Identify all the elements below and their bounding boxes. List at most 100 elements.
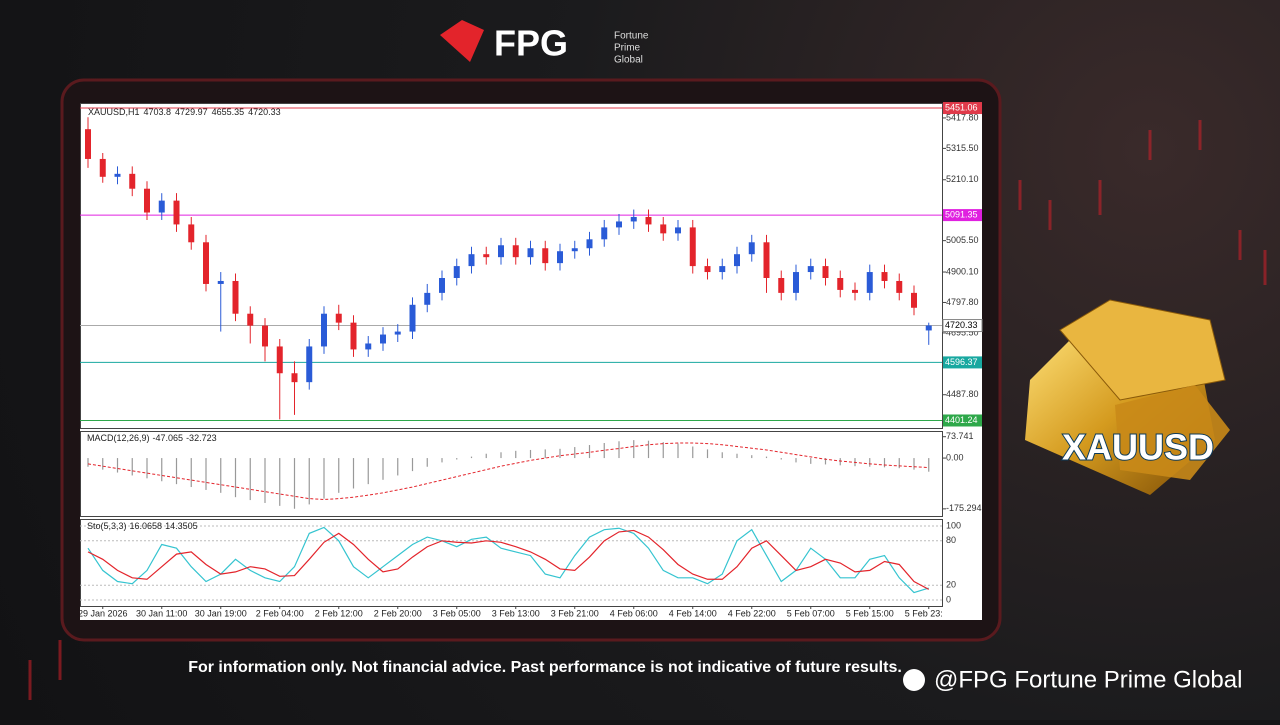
candle-body [675,227,681,234]
candle-body [601,227,608,240]
x-tick-label: 29 Jan 2026 [78,608,128,618]
facebook-icon [903,669,925,691]
candle-body [778,278,785,293]
x-tick-label: 4 Feb 14:00 [669,608,717,618]
level-tag [943,102,982,115]
header-value: -47.065 [153,433,184,443]
candle-body [837,278,844,290]
logo: FPG Fortune Prime Global [440,20,649,66]
x-tick-label: 3 Feb 21:00 [551,608,599,618]
stoch-line [87,526,929,594]
candle-body [203,242,209,284]
candle-body [276,346,283,374]
logo-tagline: Prime [614,43,641,54]
candle-body [793,272,799,293]
candle-body [232,280,239,314]
social-handle: @FPG Fortune Prime Global [934,666,1242,693]
y-tick-label: 5417.80 [946,112,979,122]
candle-body [380,334,386,344]
candle-body [468,254,475,267]
logo-tagline: Global [614,55,643,66]
y-tick-label: 0.00 [946,452,964,462]
x-tick-label: 5 Feb 07:00 [787,608,835,618]
macd-header: MACD(12,26,9) -47.065 -32.723 [87,433,217,443]
current-price-tag [942,319,983,333]
candle-body [822,266,829,278]
candle-body [896,280,903,293]
candle-body [247,313,254,326]
candle-body [262,325,268,347]
x-tick-label: 2 Feb 04:00 [256,608,304,618]
header-value: MACD(12,26,9) [87,433,150,443]
macd-signal [87,442,929,500]
header-value: 4729.97 [175,107,208,117]
y-tick-label: -175.294 [946,503,982,513]
disclaimer: For information only. Not financial advi… [188,659,902,676]
y-tick-label: 0 [946,594,951,604]
candle-body [645,216,652,225]
candle-body [571,248,578,252]
candle-body [365,343,372,350]
candle-body [439,278,445,293]
candle-body [453,266,460,278]
y-tick-label: 73.741 [946,431,974,441]
candle-body [527,248,534,258]
candle-body [85,129,91,159]
level-label: 4401.24 [945,415,978,425]
candle-body [852,289,858,293]
candle-body [173,200,180,225]
candle-body [807,266,814,273]
x-tick-label: 4 Feb 22:00 [728,608,776,618]
header-value: XAUUSD,H1 [88,107,140,117]
panel-borders [80,103,943,607]
candle-body [512,245,519,258]
gold-bars [1025,299,1230,495]
candle-body [689,227,696,267]
level-label: 4596.37 [945,357,978,367]
candle-body [350,322,357,350]
logo-text: FPG [494,23,568,64]
candle-body [306,346,313,383]
level-label: 5451.06 [945,102,978,112]
y-tick-label: 100 [946,520,961,530]
logo-tagline: Fortune [614,31,649,42]
x-tick-label: 30 Jan 19:00 [195,608,247,618]
badge-title: XAUUSD [1062,427,1214,468]
candle-body [925,325,932,331]
candle-body [394,331,401,335]
x-tick-label: 3 Feb 13:00 [492,608,540,618]
candle-body [719,266,726,273]
candle-body [321,313,327,347]
y-tick-label: 5210.10 [946,174,979,184]
background-decor [28,120,1267,700]
stoch-header: Sto(5,3,3) 16.0658 14.3505 [87,521,198,531]
candle-body [217,280,224,284]
y-tick-label: 80 [946,535,956,545]
candle-body [763,242,770,278]
y-tick-label: 4797.80 [946,297,979,307]
level-tag [943,356,982,369]
y-tick-label: 5005.50 [946,235,979,245]
y-tick-label: 5315.50 [946,143,979,153]
stoch-line [87,529,930,590]
current-price-label: 4720.33 [945,320,978,330]
x-tick-label: 30 Jan 11:00 [136,608,187,618]
x-tick-label: 3 Feb 05:00 [433,608,481,618]
header-value: 4720.33 [248,107,281,117]
candle-body [630,216,637,222]
candle-body [409,304,416,332]
header-value: 14.3505 [165,521,198,531]
level-tag [943,209,982,222]
candle-body [866,272,873,293]
x-tick-label: 5 Feb 23:00 [905,608,953,618]
x-tick-label: 5 Feb 15:00 [846,608,894,618]
y-tick-label: 4695.50 [946,327,979,337]
candle-body [129,173,136,189]
candle-body [144,188,150,213]
candle-body [616,221,622,228]
candle-body [335,313,342,323]
y-tick-label: 20 [946,580,956,590]
level-label: 5091.35 [945,209,978,219]
